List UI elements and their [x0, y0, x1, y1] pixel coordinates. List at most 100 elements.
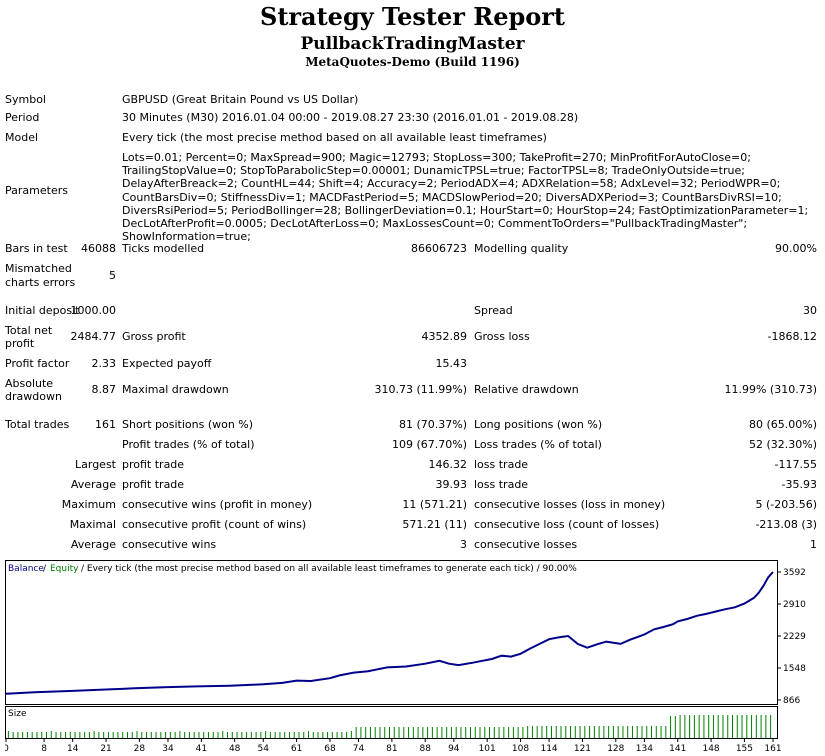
maximal-loss-value: -213.08 (3) [755, 518, 817, 531]
deposit-value: 1000.00 [70, 304, 117, 317]
x-tick-label: 54 [258, 744, 270, 754]
profit-trades-label: Profit trades (% of total) [122, 438, 255, 451]
bars-label: Bars in test [5, 242, 68, 255]
x-tick-label: 21 [100, 744, 111, 754]
short-label: Short positions (won %) [122, 418, 254, 431]
x-tick-label: 41 [196, 744, 207, 754]
avg-wins-value: 3 [460, 538, 467, 551]
maxdd-value: 310.73 (11.99%) [374, 383, 467, 396]
legend-description: / Every tick (the most precise method ba… [81, 564, 577, 574]
expert-name: PullbackTradingMaster [300, 34, 525, 54]
long-label: Long positions (won %) [474, 418, 603, 431]
parameters-label: Parameters [5, 184, 68, 197]
report-title: Strategy Tester Report [259, 2, 566, 31]
grossprofit-label: Gross profit [122, 330, 186, 343]
x-tick-label: 81 [386, 744, 397, 754]
quality-value: 90.00% [775, 242, 817, 255]
x-tick-label: 48 [229, 744, 241, 754]
x-tick-label: 114 [540, 744, 557, 754]
symbol-label: Symbol [5, 93, 46, 106]
largest-loss-label: loss trade [474, 458, 529, 471]
x-tick-label: 148 [702, 744, 719, 754]
netprofit-label-2: profit [5, 337, 35, 350]
avg-wins-label: consecutive wins [122, 538, 217, 551]
chart-plot-frame [5, 560, 778, 705]
x-tick-label: 34 [162, 744, 174, 754]
maximal-loss-label: consecutive loss (count of losses) [474, 518, 660, 531]
model-value: Every tick (the most precise method base… [122, 131, 547, 144]
size-panel-frame [5, 706, 778, 739]
size-label: Size [8, 709, 27, 719]
legend-equity: Equity [50, 564, 79, 574]
absdd-label-1: Absolute [5, 377, 54, 390]
maximum-label: Maximum [61, 498, 116, 511]
legend-sep: / [43, 564, 47, 574]
period-label: Period [5, 111, 40, 124]
reldd-value: 11.99% (310.73) [724, 383, 817, 396]
y-tick-label: 3592 [783, 568, 806, 578]
grossloss-label: Gross loss [474, 330, 530, 343]
grossloss-value: -1868.12 [767, 330, 817, 343]
loss-trades-value: 52 (32.30%) [748, 438, 817, 451]
payoff-label: Expected payoff [122, 357, 212, 370]
netprofit-value: 2484.77 [70, 330, 117, 343]
x-tick-label: 68 [324, 744, 336, 754]
parameters-value: Lots=0.01; Percent=0; MaxSpread=900; Mag… [122, 151, 809, 244]
y-tick-label: 2229 [783, 632, 806, 642]
maximal-label: Maximal [69, 518, 116, 531]
maximal-profit-label: consecutive profit (count of wins) [122, 518, 307, 531]
avg-losses-value: 1 [810, 538, 817, 551]
spread-label: Spread [474, 304, 513, 317]
average-profit-label: profit trade [122, 478, 185, 491]
server-build: MetaQuotes-Demo (Build 1196) [305, 55, 520, 69]
balance-line [5, 571, 774, 695]
max-wins-label: consecutive wins (profit in money) [122, 498, 313, 511]
y-tick-label: 2910 [783, 600, 806, 610]
x-tick-label: 121 [574, 744, 591, 754]
model-label: Model [5, 131, 39, 144]
x-tick-label: 128 [607, 744, 624, 754]
average-loss-label: loss trade [474, 478, 529, 491]
trades-label: Total trades [5, 418, 70, 431]
x-tick-label: 155 [736, 744, 753, 754]
largest-profit-value: 146.32 [428, 458, 468, 471]
reldd-label: Relative drawdown [474, 383, 579, 396]
max-losses-value: 5 (-203.56) [755, 498, 817, 511]
loss-trades-label: Loss trades (% of total) [474, 438, 602, 451]
x-tick-label: 134 [636, 744, 653, 754]
long-value: 80 (65.00%) [748, 418, 817, 431]
x-tick-label: 28 [134, 744, 146, 754]
quality-label: Modelling quality [474, 242, 569, 255]
x-tick-label: 161 [764, 744, 781, 754]
mismatch-label-2: charts errors [5, 276, 76, 289]
x-tick-label: 108 [512, 744, 529, 754]
y-tick-label: 1548 [783, 664, 806, 674]
legend-balance: Balance [8, 564, 44, 574]
maximal-profit-value: 571.21 (11) [402, 518, 467, 531]
trades-value: 161 [95, 418, 116, 431]
x-tick-label: 8 [41, 744, 47, 754]
average-loss-value: -35.93 [781, 478, 817, 491]
x-tick-label: 94 [448, 744, 460, 754]
grossprofit-value: 4352.89 [421, 330, 468, 343]
x-tick-label: 88 [420, 744, 432, 754]
short-value: 81 (70.37%) [398, 418, 467, 431]
average-profit-value: 39.93 [435, 478, 468, 491]
largest-label: Largest [75, 458, 116, 471]
x-tick-label: 101 [479, 744, 496, 754]
max-losses-label: consecutive losses (loss in money) [474, 498, 666, 511]
deposit-label: Initial deposit [5, 304, 80, 317]
mismatch-value: 5 [109, 269, 116, 282]
profit-factor-value: 2.33 [91, 357, 117, 370]
mismatch-label-1: Mismatched [5, 262, 72, 275]
balance-chart: Balance / Equity / Every tick (the most … [5, 560, 806, 754]
payoff-value: 15.43 [435, 357, 468, 370]
ticks-label: Ticks modelled [122, 242, 205, 255]
maxdd-label: Maximal drawdown [122, 383, 229, 396]
profit-factor-label: Profit factor [5, 357, 70, 370]
avg-cons-label: Average [70, 538, 116, 551]
bars-value: 46088 [81, 242, 116, 255]
avg-losses-label: consecutive losses [474, 538, 578, 551]
spread-value: 30 [803, 304, 817, 317]
x-tick-label: 141 [669, 744, 686, 754]
